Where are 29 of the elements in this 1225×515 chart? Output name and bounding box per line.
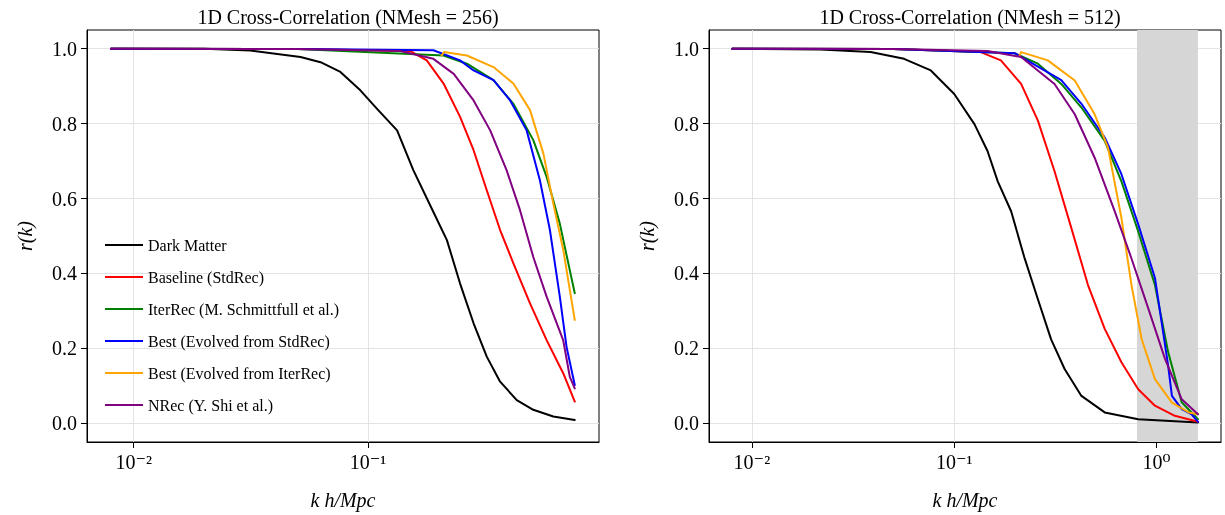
x-tick-label: 10⁻² — [733, 451, 771, 473]
x-tick-label: 10⁰ — [1142, 451, 1171, 473]
legend-label: IterRec (M. Schmittfull et al.) — [148, 300, 340, 319]
y-tick-label: 0.0 — [674, 412, 699, 435]
y-tick-label: 1.0 — [52, 37, 77, 60]
x-tick-label: 10⁻¹ — [935, 451, 973, 473]
x-tick-label: 10⁻¹ — [349, 451, 387, 473]
y-tick-label: 1.0 — [674, 37, 699, 60]
y-tick-label: 0.8 — [52, 112, 77, 135]
y-tick-label: 0.2 — [674, 337, 699, 360]
y-tick-label: 0.4 — [52, 262, 77, 285]
chart-title: 1D Cross-Correlation (NMesh = 256) — [197, 6, 499, 29]
legend-label: Dark Matter — [148, 236, 228, 254]
legend-label: Baseline (StdRec) — [148, 268, 264, 287]
y-axis-title: r(k) — [14, 220, 37, 251]
y-tick-label: 0.4 — [674, 262, 699, 285]
legend-label: Best (Evolved from IterRec) — [148, 364, 331, 383]
y-tick-label: 0.0 — [52, 412, 77, 435]
chart-title: 1D Cross-Correlation (NMesh = 512) — [819, 6, 1121, 29]
legend-label: Best (Evolved from StdRec) — [148, 332, 330, 351]
x-axis-title: k h/Mpc — [310, 489, 376, 512]
y-axis-title: r(k) — [636, 220, 659, 251]
y-tick-label: 0.6 — [674, 187, 699, 210]
y-tick-label: 0.8 — [674, 112, 699, 135]
y-tick-label: 0.2 — [52, 337, 77, 360]
y-tick-label: 0.6 — [52, 187, 77, 210]
legend-label: NRec (Y. Shi et al.) — [148, 396, 274, 415]
x-axis-title: k h/Mpc — [932, 489, 998, 512]
x-tick-label: 10⁻² — [115, 451, 152, 473]
